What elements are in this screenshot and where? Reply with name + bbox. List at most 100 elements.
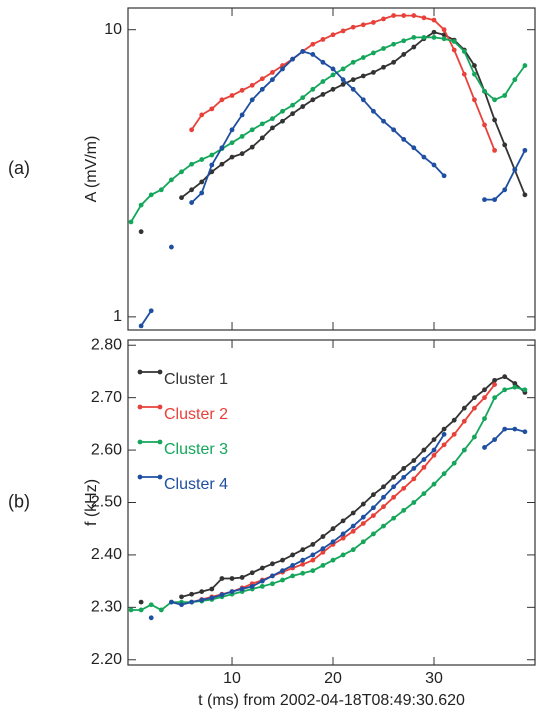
data-point	[138, 599, 144, 605]
data-point	[461, 418, 467, 424]
y-tick-label: 10	[104, 21, 122, 38]
data-point	[421, 447, 427, 453]
data-point	[360, 514, 366, 520]
data-point	[199, 157, 205, 162]
plot-frame	[127, 339, 536, 666]
y-tick-label: 2.80	[91, 336, 122, 353]
panel-label: (b)	[8, 491, 30, 511]
data-point	[391, 41, 397, 47]
data-point	[421, 464, 427, 470]
data-point	[330, 526, 336, 532]
data-point	[492, 437, 498, 442]
data-point	[310, 52, 316, 57]
data-point	[431, 437, 437, 442]
data-point	[310, 41, 316, 47]
legend-label: Cluster 1	[164, 371, 228, 388]
data-point	[340, 518, 346, 524]
data-point	[270, 561, 275, 567]
data-point	[320, 79, 326, 84]
data-point	[492, 382, 498, 387]
data-point	[148, 192, 154, 198]
data-point	[138, 202, 144, 208]
data-point	[441, 426, 447, 432]
data-point	[482, 395, 487, 401]
data-point	[330, 86, 336, 92]
data-point	[360, 501, 366, 507]
legend-swatch-dot	[137, 369, 143, 375]
data-point	[189, 127, 195, 133]
data-point	[259, 121, 265, 127]
data-point	[401, 136, 407, 142]
data-point	[310, 552, 316, 558]
data-point	[239, 151, 245, 157]
data-point	[330, 66, 336, 72]
data-point	[391, 515, 397, 521]
data-point	[229, 576, 235, 581]
data-point	[259, 583, 265, 589]
data-point	[209, 586, 215, 592]
data-point	[219, 161, 225, 167]
y-tick-label: 2.30	[91, 599, 122, 616]
legend-swatch-dot	[137, 474, 143, 480]
data-point	[340, 531, 346, 537]
data-point	[340, 535, 346, 541]
data-point	[360, 521, 366, 526]
data-point	[189, 161, 195, 167]
data-point	[371, 108, 376, 114]
data-point	[441, 27, 447, 33]
data-point	[310, 568, 316, 574]
data-point	[300, 95, 306, 101]
data-point	[280, 118, 285, 124]
data-point	[219, 97, 225, 103]
legend-swatch-dot	[157, 369, 163, 375]
x-tick-label: 20	[324, 670, 342, 687]
data-point	[259, 86, 265, 92]
data-point	[472, 405, 477, 411]
legend-swatch-dot	[157, 404, 163, 410]
data-point	[350, 24, 356, 30]
data-point	[492, 117, 498, 123]
data-point	[270, 125, 275, 131]
data-point	[381, 46, 386, 51]
data-point	[431, 17, 437, 23]
legend-label: Cluster 4	[164, 476, 228, 493]
data-point	[522, 192, 528, 198]
data-point	[512, 426, 518, 432]
data-point	[320, 92, 326, 97]
data-point	[239, 134, 245, 139]
data-point	[492, 377, 498, 383]
data-point	[512, 77, 518, 83]
data-point	[451, 431, 457, 437]
data-point	[381, 16, 386, 22]
data-point	[219, 145, 225, 151]
data-point	[461, 49, 467, 54]
data-point	[461, 447, 467, 453]
data-point	[391, 13, 397, 18]
data-point	[360, 97, 366, 103]
data-point	[502, 387, 508, 393]
data-point	[280, 66, 285, 72]
data-point	[522, 63, 528, 68]
data-point	[441, 36, 447, 42]
data-point	[179, 594, 184, 600]
data-point	[169, 244, 174, 250]
data-point	[371, 50, 376, 56]
plot-area	[128, 13, 528, 329]
data-point	[270, 581, 275, 587]
data-point	[148, 308, 154, 314]
data-point	[350, 86, 356, 92]
data-point	[259, 76, 265, 82]
data-point	[270, 70, 275, 75]
data-point	[371, 505, 376, 511]
data-point	[189, 200, 195, 205]
data-point	[371, 531, 376, 537]
data-point	[350, 528, 356, 534]
data-point	[411, 466, 417, 471]
data-point	[421, 15, 427, 21]
data-point	[472, 395, 477, 401]
data-point	[249, 570, 255, 576]
data-point	[401, 474, 407, 480]
data-point	[371, 20, 376, 25]
data-point	[320, 59, 326, 65]
